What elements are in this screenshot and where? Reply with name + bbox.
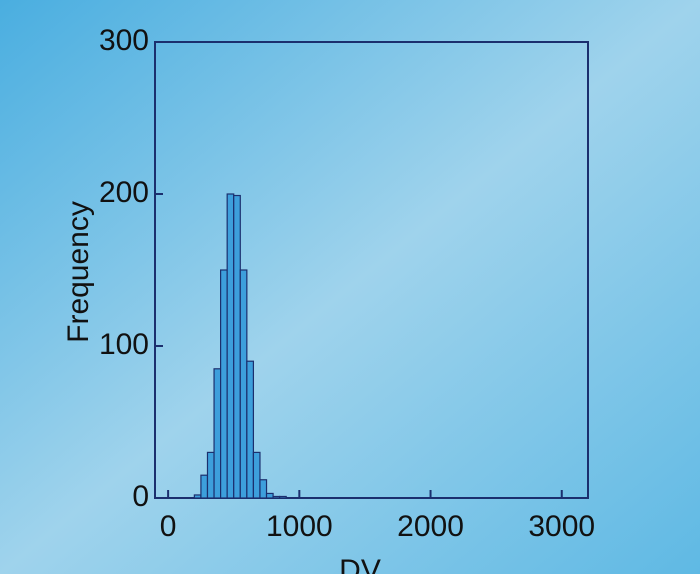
bar [200, 474, 209, 499]
y-tick-label: 0 [132, 480, 149, 513]
x-tick-label: 2000 [397, 510, 464, 543]
bar [265, 492, 274, 499]
x-axis-label: DV [339, 554, 381, 574]
bar [246, 360, 255, 499]
bar [252, 451, 261, 499]
plot-frame [154, 41, 589, 499]
y-tick-label: 200 [99, 176, 149, 209]
bar [239, 269, 248, 499]
y-axis-label: Frequency [62, 201, 95, 343]
bar [220, 269, 228, 499]
bar [206, 451, 215, 499]
bar [233, 194, 241, 499]
bar [193, 494, 202, 499]
x-tick-label: 1000 [266, 510, 333, 543]
x-tick-label: 0 [160, 510, 177, 543]
bar [213, 368, 222, 499]
bar [272, 495, 281, 499]
bar [259, 479, 268, 499]
x-tick-label: 3000 [528, 510, 595, 543]
y-tick-label: 300 [99, 24, 149, 57]
bar [279, 495, 287, 499]
y-tick-label: 100 [99, 328, 149, 361]
bar [226, 193, 235, 499]
